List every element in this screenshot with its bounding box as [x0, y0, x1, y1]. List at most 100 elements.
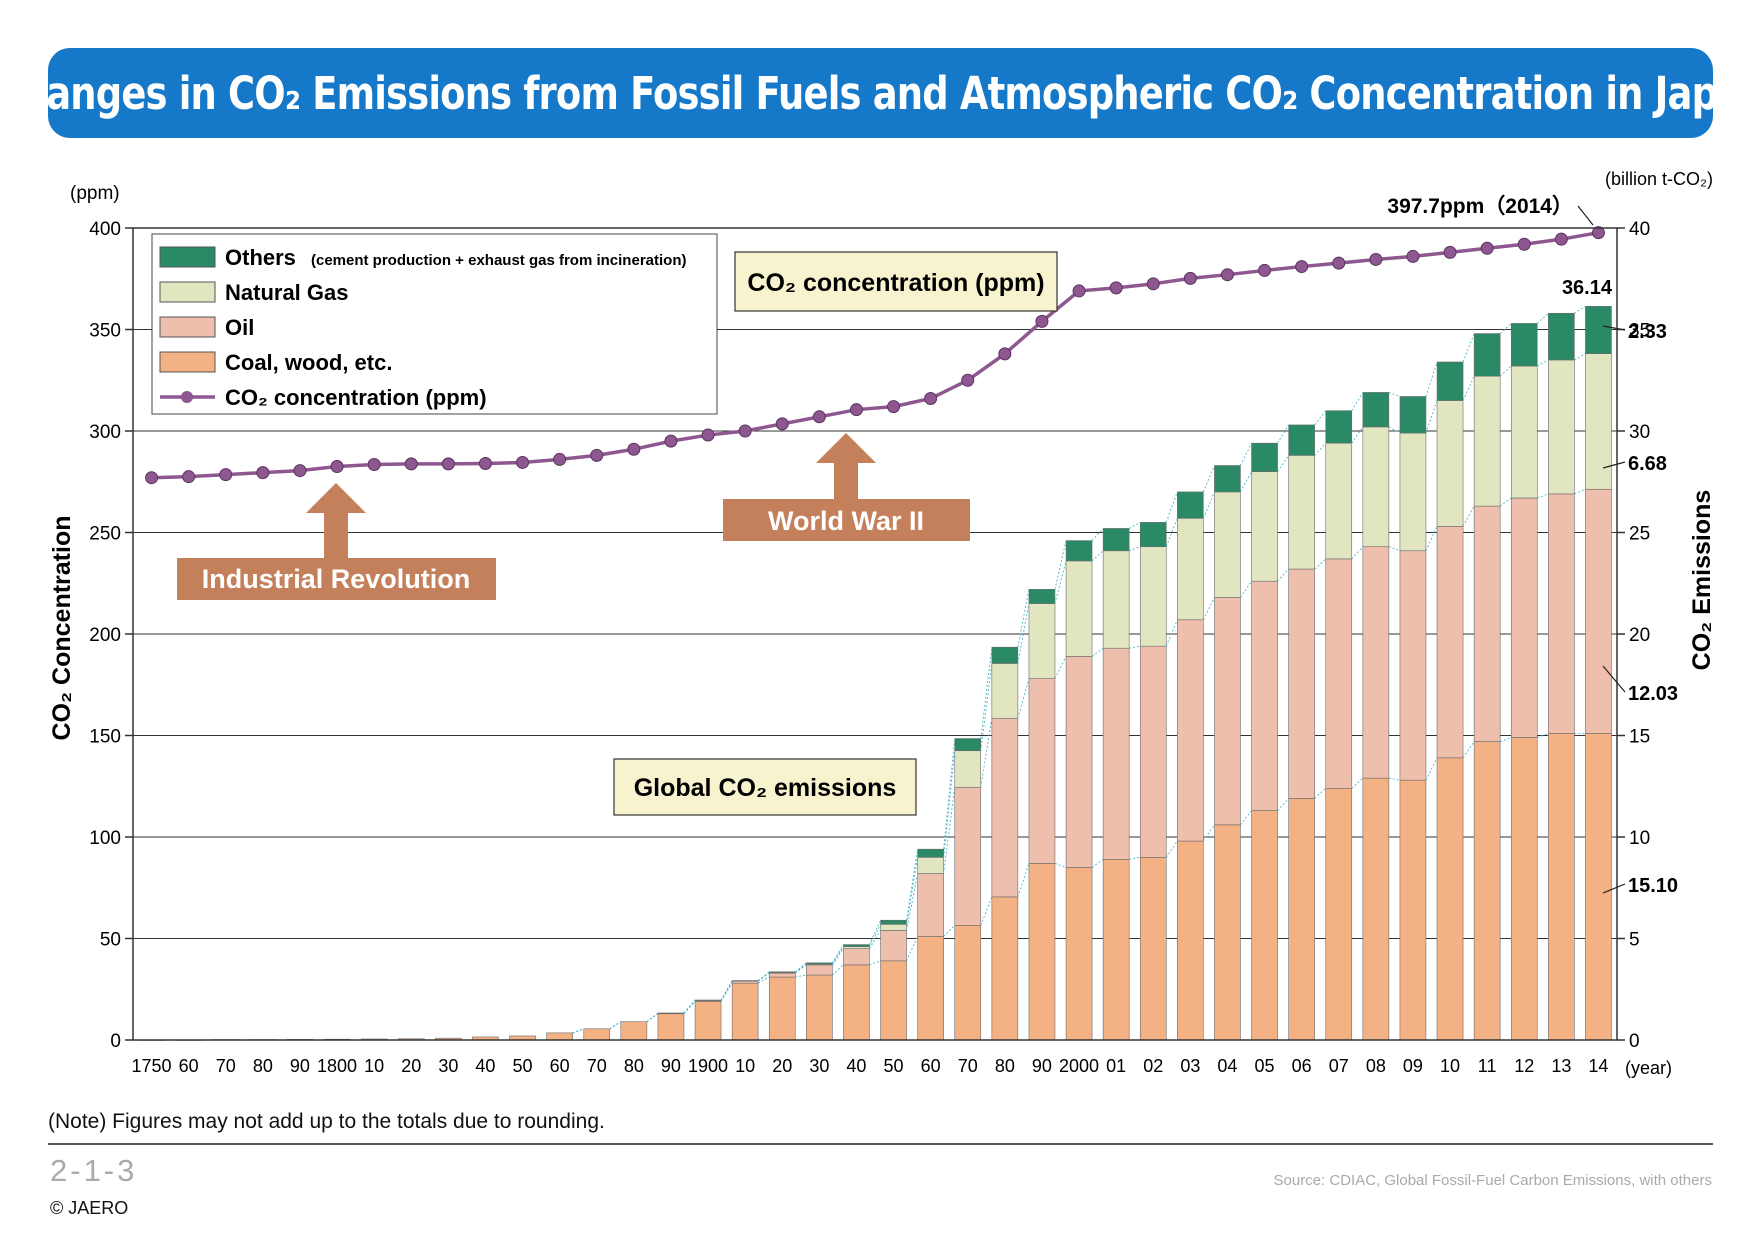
bar-oil [731, 980, 759, 984]
bar-coal [657, 1013, 685, 1041]
right-tick-label: 0 [1629, 1031, 1640, 1052]
bar-others [1214, 465, 1241, 493]
connector-line [831, 948, 844, 966]
left-tick-label: 200 [89, 625, 121, 646]
connector-line [1091, 550, 1104, 562]
legend-swatch-gas [159, 281, 216, 303]
connector-line [1240, 580, 1252, 598]
connector-line [1165, 619, 1178, 647]
x-tick-label: 60 [550, 1056, 570, 1076]
connector-line [1536, 312, 1549, 324]
callout-concentration: CO₂ concentration (ppm) [747, 269, 1044, 297]
connector-line [980, 718, 993, 788]
x-tick-label: 30 [809, 1056, 829, 1076]
leader-line [1602, 665, 1626, 693]
connector-line [1054, 862, 1067, 868]
legend-label-gas: Natural Gas [225, 280, 349, 305]
legend-box [151, 233, 718, 415]
source-credit: Source: CDIAC, Global Fossil-Fuel Carbon… [1273, 1172, 1713, 1189]
industrial-revolution-label: Industrial Revolution [202, 564, 471, 594]
connector-line [1054, 656, 1067, 679]
connector-line [1091, 858, 1104, 868]
bar-oil [1251, 580, 1278, 811]
x-tick-label: 70 [958, 1056, 978, 1076]
connector-line [646, 1012, 659, 1023]
connector-line [683, 1001, 696, 1014]
connector-line [1054, 560, 1067, 604]
connector-line [1202, 465, 1215, 493]
bar-others [1288, 424, 1315, 456]
bar-others [1399, 396, 1427, 434]
bar-coal [546, 1032, 573, 1041]
title-banner: Changes in CO₂ Emissions from Fossil Fue… [0, 48, 1754, 138]
bar-gas [991, 663, 1019, 719]
connector-line [869, 930, 881, 949]
connector-line [869, 920, 881, 945]
bar-gas [880, 923, 907, 931]
x-tick-label: 06 [1292, 1056, 1312, 1076]
bar-gas [1362, 426, 1390, 548]
connector-line [906, 857, 919, 925]
connector-line [1240, 471, 1252, 493]
bar-oil [1399, 550, 1427, 781]
connector-line [1091, 528, 1104, 541]
bar-gas [1510, 365, 1538, 499]
bar-gas [1139, 546, 1167, 647]
legend-label-coal: Coal, wood, etc. [225, 350, 392, 375]
connector-line [906, 873, 919, 931]
connector-line [646, 1012, 659, 1023]
bar-coal [991, 896, 1019, 1041]
concentration-marker [1443, 245, 1457, 259]
coal-2014-label: 15.10 [1628, 875, 1678, 897]
concentration-marker [924, 392, 938, 406]
connector-line [1165, 518, 1178, 547]
connector-line [1425, 400, 1438, 434]
bar-gas [1177, 517, 1204, 621]
bar-coal [1177, 840, 1204, 1041]
concentration-marker [256, 466, 270, 480]
connector-line [1499, 365, 1512, 377]
x-tick-label: 40 [475, 1056, 495, 1076]
legend-marker-swatch [181, 391, 193, 403]
connector-line [869, 924, 881, 947]
x-tick-label: 14 [1588, 1056, 1608, 1076]
connector-line [572, 1028, 584, 1034]
callout-box [613, 758, 917, 816]
connector-line [1017, 589, 1030, 648]
concentration-marker [404, 457, 418, 471]
bar-coal [768, 976, 796, 1041]
bar-others [843, 944, 870, 947]
concentration-marker [553, 452, 567, 466]
bar-oil [1214, 597, 1241, 826]
bar-coal [1510, 737, 1538, 1041]
others-2014-label: 2.33 [1628, 321, 1667, 343]
legend-label-line: CO₂ concentration (ppm) [225, 385, 487, 410]
concentration-marker [145, 471, 159, 485]
concentration-marker [1258, 263, 1272, 277]
event-label-box [177, 558, 496, 600]
connector-line [1462, 741, 1475, 759]
connector-line [1499, 323, 1512, 334]
connector-line [1314, 442, 1327, 456]
bar-gas [1028, 603, 1056, 679]
connector-line [831, 944, 844, 964]
connector-line [943, 787, 956, 874]
connector-line [1462, 376, 1475, 401]
connector-line [1425, 361, 1438, 397]
x-tick-label: 1750 [132, 1056, 172, 1076]
bar-gas [1214, 491, 1241, 598]
figure-number: 2-1-3 [50, 1153, 138, 1188]
bar-oil [1436, 526, 1464, 759]
bar-others [917, 848, 944, 858]
bar-coal [583, 1028, 611, 1041]
bar-gas [1436, 400, 1464, 527]
bar-gas [1102, 550, 1130, 649]
x-tick-label: 50 [884, 1056, 904, 1076]
concentration-marker [330, 460, 344, 474]
connector-line [906, 849, 919, 921]
connector-line [1388, 777, 1401, 781]
event-label-box [723, 499, 970, 541]
left-tick-label: 0 [110, 1031, 121, 1052]
x-tick-label: 90 [290, 1056, 310, 1076]
connector-line [906, 936, 919, 962]
